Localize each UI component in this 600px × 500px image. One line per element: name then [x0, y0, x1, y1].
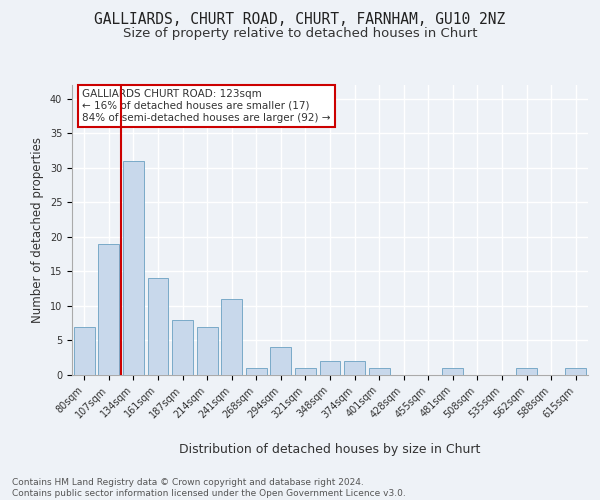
Text: GALLIARDS, CHURT ROAD, CHURT, FARNHAM, GU10 2NZ: GALLIARDS, CHURT ROAD, CHURT, FARNHAM, G… [94, 12, 506, 28]
Bar [148, 278, 169, 375]
Bar [246, 368, 267, 375]
Bar [565, 368, 586, 375]
Bar [344, 361, 365, 375]
Bar [172, 320, 193, 375]
Bar [197, 326, 218, 375]
Y-axis label: Number of detached properties: Number of detached properties [31, 137, 44, 323]
Bar [74, 326, 95, 375]
Text: Size of property relative to detached houses in Churt: Size of property relative to detached ho… [123, 28, 477, 40]
Bar [98, 244, 119, 375]
Bar [368, 368, 389, 375]
Bar [442, 368, 463, 375]
Bar [295, 368, 316, 375]
Text: GALLIARDS CHURT ROAD: 123sqm
← 16% of detached houses are smaller (17)
84% of se: GALLIARDS CHURT ROAD: 123sqm ← 16% of de… [82, 90, 331, 122]
Bar [516, 368, 537, 375]
Bar [320, 361, 340, 375]
Text: Contains HM Land Registry data © Crown copyright and database right 2024.
Contai: Contains HM Land Registry data © Crown c… [12, 478, 406, 498]
Bar [271, 348, 292, 375]
Bar [123, 161, 144, 375]
Bar [221, 299, 242, 375]
Text: Distribution of detached houses by size in Churt: Distribution of detached houses by size … [179, 442, 481, 456]
